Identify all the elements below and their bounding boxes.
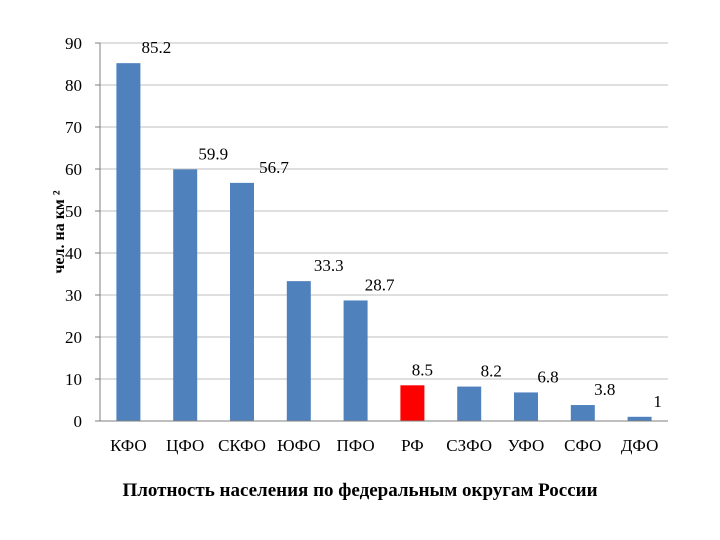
data-label: 8.5 bbox=[412, 360, 433, 379]
y-axis-ticks: 0 10 20 30 40 50 60 70 80 90 bbox=[65, 34, 100, 431]
bar bbox=[343, 300, 368, 421]
data-label: 8.2 bbox=[481, 362, 502, 381]
bars bbox=[116, 63, 652, 421]
y-tick-label: 70 bbox=[65, 118, 82, 137]
data-label: 85.2 bbox=[142, 38, 172, 57]
data-labels: 85.2 59.9 56.7 33.3 28.7 8.5 8.2 6.8 3.8 1 bbox=[142, 38, 662, 411]
x-tick-label: РФ bbox=[401, 436, 424, 455]
x-tick-label: КФО bbox=[110, 436, 147, 455]
x-tick-label: ЮФО bbox=[277, 436, 320, 455]
bar bbox=[173, 169, 198, 421]
x-tick-label: ЦФО bbox=[166, 436, 204, 455]
chart-title: Плотность населения по федеральным округ… bbox=[122, 480, 598, 501]
y-tick-label: 50 bbox=[65, 202, 82, 221]
x-tick-label: ДФО bbox=[621, 436, 659, 455]
y-tick-label: 10 bbox=[65, 370, 82, 389]
x-tick-label: СФО bbox=[564, 436, 601, 455]
x-tick-label: УФО bbox=[508, 436, 545, 455]
data-label: 28.7 bbox=[365, 275, 395, 294]
bar bbox=[457, 386, 482, 421]
data-label: 59.9 bbox=[198, 144, 228, 163]
bar bbox=[627, 416, 652, 421]
bar bbox=[570, 405, 595, 421]
y-tick-label: 40 bbox=[65, 244, 82, 263]
y-axis-label: чел. на км ² bbox=[51, 190, 68, 273]
y-tick-label: 60 bbox=[65, 160, 82, 179]
data-label: 56.7 bbox=[259, 158, 289, 177]
bar bbox=[116, 63, 141, 421]
data-label: 6.8 bbox=[537, 367, 558, 386]
data-label: 33.3 bbox=[314, 256, 344, 275]
y-tick-label: 80 bbox=[65, 76, 82, 95]
bar bbox=[514, 392, 538, 421]
x-tick-label: ПФО bbox=[336, 436, 374, 455]
bar bbox=[230, 182, 254, 421]
y-tick-label: 90 bbox=[65, 34, 82, 53]
x-tick-label: СКФО bbox=[218, 436, 266, 455]
bar bbox=[286, 281, 311, 421]
x-axis-ticks: КФО ЦФО СКФО ЮФО ПФО РФ СЗФО УФО СФО ДФО bbox=[110, 436, 658, 455]
y-tick-label: 20 bbox=[65, 328, 82, 347]
bar bbox=[400, 385, 425, 421]
data-label: 3.8 bbox=[594, 380, 615, 399]
y-tick-label: 0 bbox=[74, 412, 83, 431]
data-label: 1 bbox=[653, 392, 662, 411]
x-tick-label: СЗФО bbox=[446, 436, 492, 455]
y-tick-label: 30 bbox=[65, 286, 82, 305]
